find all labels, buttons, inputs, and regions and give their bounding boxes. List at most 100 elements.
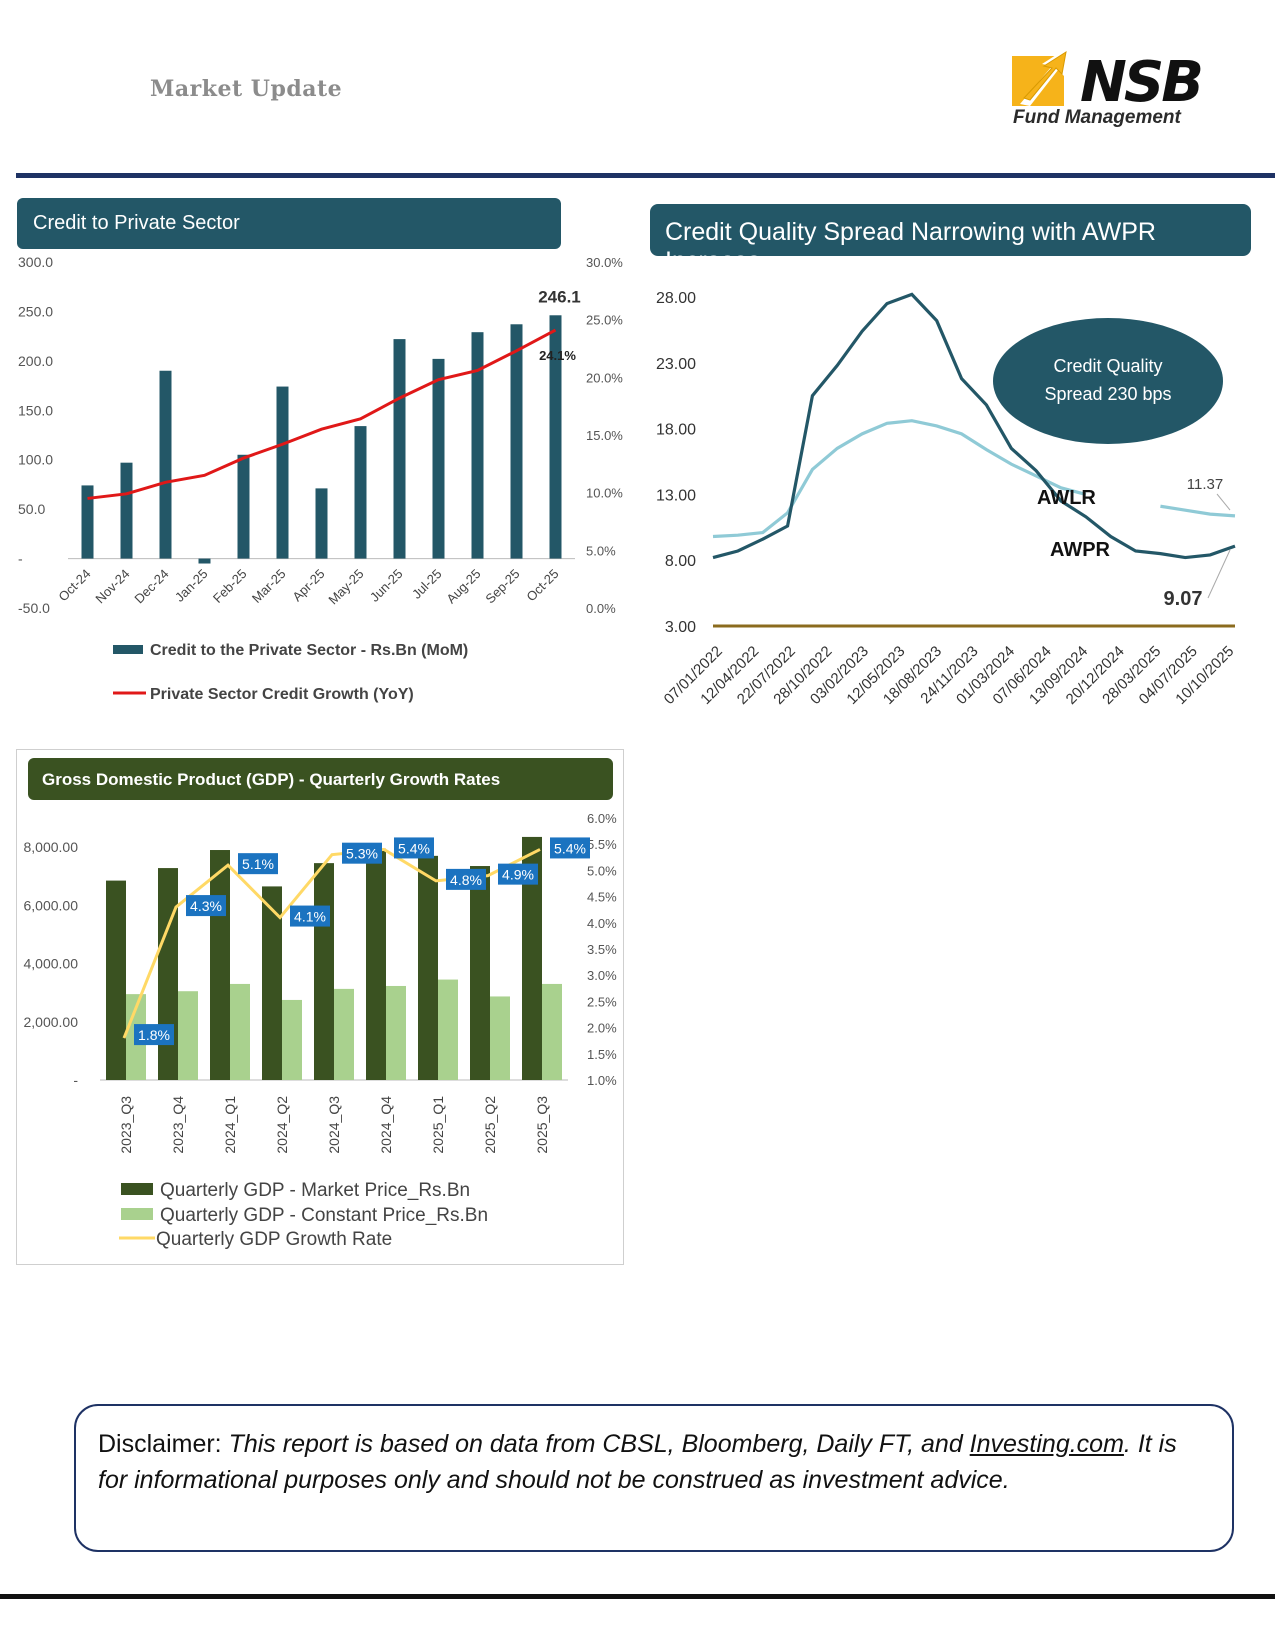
x-tick-label: 2023_Q4 <box>170 1096 186 1154</box>
x-tick-label: Oct-24 <box>55 566 93 604</box>
right-axis-tick: 25.0% <box>586 313 623 328</box>
gdp-constant-bar <box>230 983 250 1080</box>
gdp-constant-bar <box>438 979 458 1080</box>
gdp-constant-bar <box>334 988 354 1080</box>
left-axis-tick: - <box>18 551 23 567</box>
x-tick-label: Jan-25 <box>172 566 211 605</box>
x-tick-label: Apr-25 <box>289 566 327 604</box>
right-axis-tick: 3.5% <box>587 942 617 957</box>
credit-bar <box>315 488 328 559</box>
y-axis-tick: 8.00 <box>665 553 696 570</box>
left-axis-tick: 6,000.00 <box>24 897 79 913</box>
x-tick-label: Jul-25 <box>409 566 445 602</box>
series-line-awpr <box>712 292 1236 560</box>
right-axis-tick: 0.0% <box>586 601 616 616</box>
growth-data-label: 4.8% <box>450 872 482 888</box>
legend-label-growth: Quarterly GDP Growth Rate <box>156 1229 392 1250</box>
credit-chart: 300.0 250.0 200.0 150.0 100.0 50.0 - -50.0 30.0%… <box>18 254 623 703</box>
right-axis-tick: 20.0% <box>586 370 623 385</box>
left-axis-tick: 150.0 <box>18 402 53 418</box>
spread-panel-title: Credit Quality Spread Narrowing with AWP… <box>665 218 1156 275</box>
footer-rule <box>0 1594 1275 1599</box>
gdp-panel-banner: Gross Domestic Product (GDP) - Quarterly… <box>28 758 613 800</box>
left-axis-tick: 8,000.00 <box>24 839 79 855</box>
growth-data-label: 1.8% <box>138 1027 170 1043</box>
legend-label-line: Private Sector Credit Growth (YoY) <box>150 686 414 703</box>
right-axis-tick: 1.5% <box>587 1047 617 1062</box>
growth-label-box <box>186 895 226 917</box>
logo-subtitle: Fund Management <box>1013 107 1181 128</box>
left-axis-tick: 200.0 <box>18 353 53 369</box>
credit-bar <box>237 454 250 559</box>
left-axis-tick: - <box>73 1072 78 1088</box>
left-axis-tick: -50.0 <box>18 600 50 616</box>
bar-data-label: 246.1 <box>538 287 581 306</box>
y-axis-tick: 28.00 <box>656 290 696 307</box>
credit-bar <box>354 426 367 559</box>
x-tick-label: May-25 <box>325 566 366 607</box>
legend-label-bar: Credit to the Private Sector - Rs.Bn (Mo… <box>150 642 468 659</box>
growth-label-box <box>290 905 330 927</box>
gdp-chart: 8,000.00 6,000.00 4,000.00 2,000.00 - 6.0% 5.5… <box>24 811 618 1250</box>
gdp-panel-title: Gross Domestic Product (GDP) - Quarterly… <box>42 770 501 789</box>
spread-callout-line2: Spread 230 bps <box>1044 384 1172 404</box>
credit-bar <box>510 324 523 559</box>
growth-label-box <box>238 853 278 875</box>
right-axis-tick: 1.0% <box>587 1073 617 1088</box>
right-axis-tick: 15.0% <box>586 428 623 443</box>
credit-bar <box>471 332 484 559</box>
spread-callout-line1: Credit Quality <box>1053 356 1163 376</box>
right-axis-tick: 30.0% <box>586 255 623 270</box>
gdp-constant-bar <box>490 996 510 1080</box>
credit-bar <box>159 370 172 559</box>
growth-label-box <box>550 837 590 859</box>
right-axis-tick: 6.0% <box>587 811 617 826</box>
awlr-end-value: 11.37 <box>1187 476 1223 493</box>
disclaimer-label: Disclaimer: <box>98 1430 222 1458</box>
header-rule <box>16 173 1275 178</box>
x-tick-label: Nov-24 <box>92 566 132 606</box>
awlr-label: AWLR <box>1037 487 1096 509</box>
x-tick-label: 2025_Q1 <box>430 1096 446 1154</box>
right-axis-tick: 10.0% <box>586 486 623 501</box>
x-tick-label: Jun-25 <box>367 566 406 605</box>
right-axis-tick: 3.0% <box>587 968 617 983</box>
growth-data-label: 4.9% <box>502 867 534 883</box>
gdp-market-bar <box>262 886 282 1080</box>
credit-bar <box>276 386 289 559</box>
gdp-market-bar <box>314 863 334 1080</box>
left-axis-tick: 4,000.00 <box>24 956 79 972</box>
logo <box>940 28 1256 138</box>
x-tick-label: 2025_Q3 <box>534 1096 550 1154</box>
right-axis-tick: 2.5% <box>587 994 617 1009</box>
credit-panel-title: Credit to Private Sector <box>33 212 240 234</box>
y-axis-tick: 3.00 <box>665 619 696 636</box>
gdp-market-bar <box>418 855 438 1080</box>
gdp-constant-bar <box>178 991 198 1080</box>
left-axis-tick: 250.0 <box>18 303 53 319</box>
credit-bar <box>549 315 562 559</box>
left-axis-tick: 50.0 <box>18 501 45 517</box>
gdp-panel <box>16 749 624 1265</box>
awlr-leader-line <box>1216 493 1231 511</box>
y-axis-tick: 23.00 <box>656 356 696 373</box>
gdp-constant-bar <box>542 983 562 1080</box>
right-axis-tick: 4.0% <box>587 916 617 931</box>
investing-link[interactable]: Investing.com <box>969 1430 1124 1458</box>
disclaimer-text: This report is based on data from CBSL, … <box>228 1430 970 1458</box>
series-line-awlr <box>1160 504 1236 518</box>
series-line-awlr <box>712 419 1087 539</box>
x-tick-label: Oct-25 <box>523 566 561 604</box>
growth-label-box <box>446 868 486 890</box>
growth-label-box <box>342 842 382 864</box>
y-axis-tick: 18.00 <box>656 422 696 439</box>
right-axis-tick: 2.0% <box>587 1021 617 1036</box>
x-tick-label: Feb-25 <box>210 566 250 606</box>
legend-swatch-bar <box>113 645 143 654</box>
credit-bar <box>432 358 445 559</box>
x-tick-label: 2024_Q1 <box>222 1096 238 1154</box>
right-axis-tick: 5.0% <box>586 543 616 558</box>
credit-bar <box>198 558 211 564</box>
x-tick-label: 2024_Q2 <box>274 1096 290 1154</box>
growth-label-box <box>394 837 434 859</box>
